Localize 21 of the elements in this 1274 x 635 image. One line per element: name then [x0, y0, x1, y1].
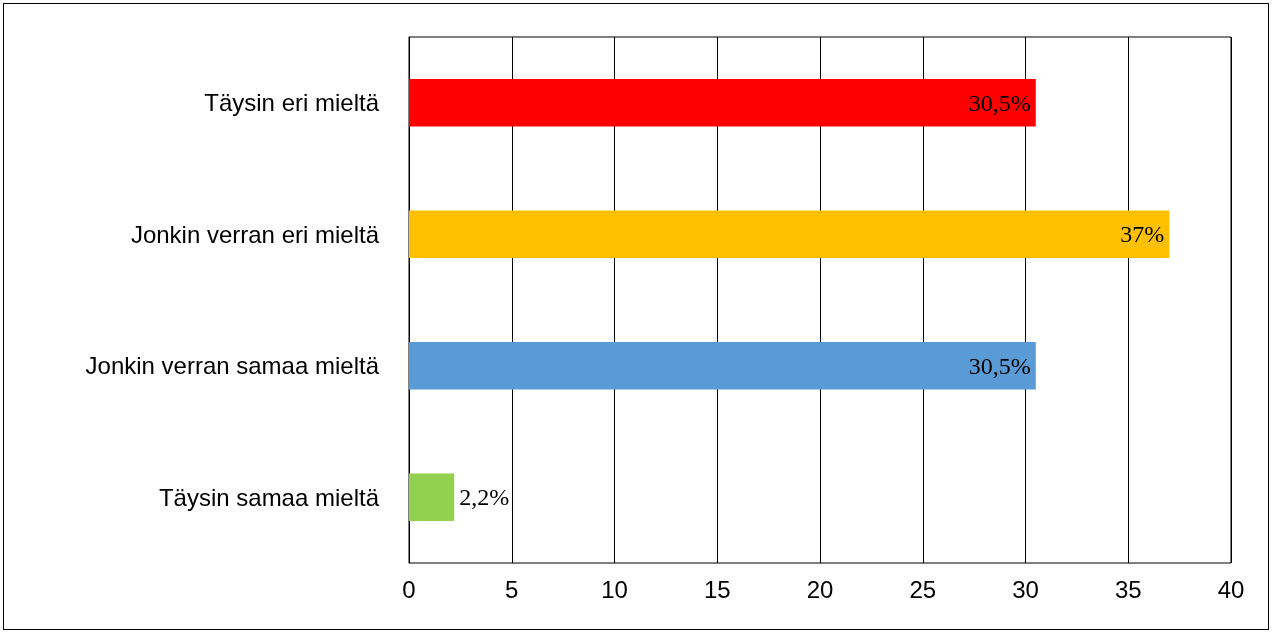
data-label: 30,5%: [968, 89, 1031, 116]
data-label: 30,5%: [968, 352, 1031, 379]
x-tick-label: 0: [402, 575, 416, 603]
data-label: 37%: [1120, 221, 1165, 248]
bar: [409, 79, 1036, 127]
x-tick-label: 25: [909, 575, 937, 603]
bar: [409, 342, 1036, 390]
y-tick-label: Täysin samaa mieltä: [158, 483, 380, 511]
x-tick-label: 15: [703, 575, 731, 603]
data-label: 2,2%: [459, 484, 510, 511]
x-tick-label: 5: [505, 575, 519, 603]
x-tick-label: 10: [601, 575, 628, 603]
x-tick-label: 20: [806, 575, 834, 603]
y-tick-label: Täysin eri mieltä: [204, 89, 380, 117]
x-tick-label: 35: [1114, 575, 1142, 603]
y-tick-label: Jonkin verran eri mieltä: [130, 220, 380, 248]
x-tick-label: 30: [1012, 575, 1039, 603]
y-tick-label: Jonkin verran samaa mieltä: [85, 352, 380, 380]
bar: [409, 210, 1170, 258]
bar: [409, 473, 455, 521]
x-tick-label: 40: [1217, 575, 1245, 603]
